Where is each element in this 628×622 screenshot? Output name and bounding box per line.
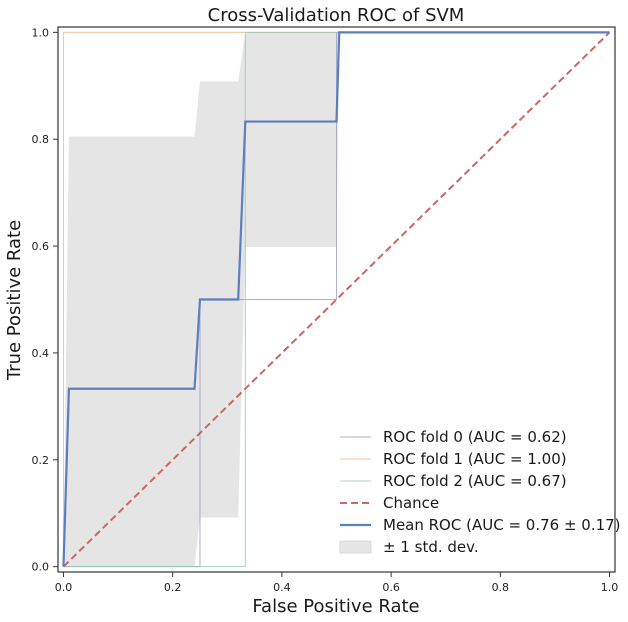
x-tick-label: 1.0 [601,581,619,594]
y-tick-label: 0.2 [32,454,50,467]
legend-label: Mean ROC (AUC = 0.76 ± 0.17) [383,516,621,534]
legend-label: ROC fold 2 (AUC = 0.67) [383,472,567,490]
y-axis-label: True Positive Rate [4,220,25,381]
y-tick-label: 0.4 [32,347,50,360]
mean-roc-layer [62,31,610,567]
legend-item: ± 1 std. dev. [339,538,479,556]
legend-label: ± 1 std. dev. [383,538,479,556]
x-ticks: 0.0 0.2 0.4 0.6 0.8 1.0 [55,572,619,594]
y-tick-label: 0.6 [32,240,50,253]
x-tick-label: 0.6 [382,581,400,594]
y-tick-label: 0.0 [32,561,50,574]
legend-item: Chance [340,494,439,512]
chance-line [62,31,611,568]
legend: ROC fold 0 (AUC = 0.62) ROC fold 1 (AUC =… [339,428,621,556]
legend-item: ROC fold 1 (AUC = 1.00) [340,450,567,468]
legend-label: ROC fold 1 (AUC = 1.00) [383,450,567,468]
x-tick-label: 0.8 [492,581,510,594]
y-ticks: 0.0 0.2 0.4 0.6 0.8 1.0 [32,26,58,574]
legend-swatch [339,540,372,554]
chart-title: Cross-Validation ROC of SVM [208,5,465,26]
chance-line-layer [62,31,611,568]
y-tick-label: 1.0 [32,26,50,39]
legend-label: Chance [383,494,439,512]
x-tick-label: 0.2 [164,581,182,594]
mean-roc-line [62,31,610,567]
x-tick-label: 0.0 [55,581,73,594]
y-tick-label: 0.8 [32,133,50,146]
legend-label: ROC fold 0 (AUC = 0.62) [383,428,567,446]
x-tick-label: 0.4 [273,581,291,594]
x-axis-label: False Positive Rate [252,596,419,617]
plot-frame [57,26,616,573]
legend-item: Mean ROC (AUC = 0.76 ± 0.17) [340,516,621,534]
legend-item: ROC fold 0 (AUC = 0.62) [340,428,567,446]
legend-item: ROC fold 2 (AUC = 0.67) [340,472,567,490]
